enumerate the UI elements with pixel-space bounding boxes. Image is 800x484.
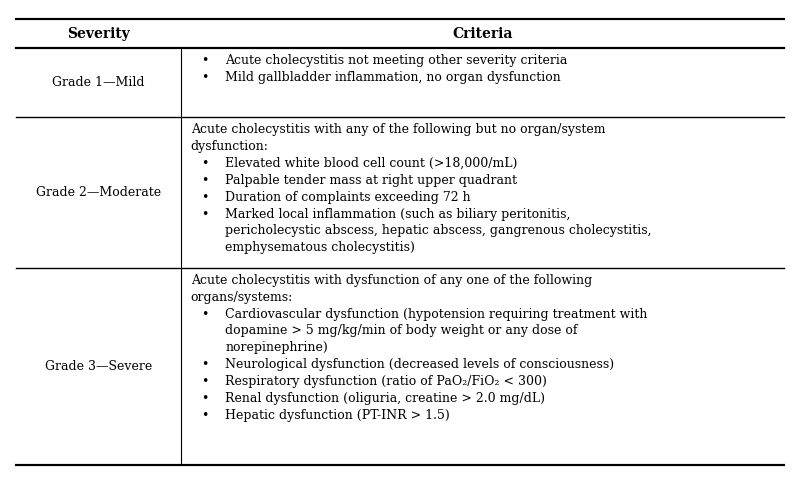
- Text: dopamine > 5 mg/kg/min of body weight or any dose of: dopamine > 5 mg/kg/min of body weight or…: [225, 324, 578, 337]
- Text: Acute cholecystitis not meeting other severity criteria: Acute cholecystitis not meeting other se…: [225, 54, 567, 67]
- Text: •: •: [201, 191, 209, 204]
- Text: Acute cholecystitis with any of the following but no organ/system: Acute cholecystitis with any of the foll…: [190, 123, 606, 136]
- Text: Respiratory dysfunction (ratio of PaO₂/FiO₂ < 300): Respiratory dysfunction (ratio of PaO₂/F…: [225, 375, 547, 388]
- Text: •: •: [201, 71, 209, 84]
- Text: Acute cholecystitis with dysfunction of any one of the following: Acute cholecystitis with dysfunction of …: [190, 274, 592, 287]
- Text: •: •: [201, 308, 209, 320]
- Text: •: •: [201, 409, 209, 422]
- Text: •: •: [201, 358, 209, 371]
- Text: emphysematous cholecystitis): emphysematous cholecystitis): [225, 242, 415, 255]
- Text: Neurological dysfunction (decreased levels of consciousness): Neurological dysfunction (decreased leve…: [225, 358, 614, 371]
- Text: Renal dysfunction (oliguria, creatine > 2.0 mg/dL): Renal dysfunction (oliguria, creatine > …: [225, 392, 545, 405]
- Text: Grade 2—Moderate: Grade 2—Moderate: [36, 186, 161, 199]
- Text: pericholecystic abscess, hepatic abscess, gangrenous cholecystitis,: pericholecystic abscess, hepatic abscess…: [225, 225, 652, 238]
- Text: •: •: [201, 375, 209, 388]
- Text: •: •: [201, 54, 209, 67]
- Text: Mild gallbladder inflammation, no organ dysfunction: Mild gallbladder inflammation, no organ …: [225, 71, 561, 84]
- Text: Duration of complaints exceeding 72 h: Duration of complaints exceeding 72 h: [225, 191, 470, 204]
- Text: •: •: [201, 174, 209, 187]
- Text: •: •: [201, 157, 209, 170]
- Text: Grade 1—Mild: Grade 1—Mild: [52, 76, 145, 90]
- Text: Severity: Severity: [67, 27, 130, 41]
- Text: Grade 3—Severe: Grade 3—Severe: [45, 360, 152, 373]
- Text: norepinephrine): norepinephrine): [225, 341, 328, 354]
- Text: Marked local inflammation (such as biliary peritonitis,: Marked local inflammation (such as bilia…: [225, 208, 570, 221]
- Text: •: •: [201, 392, 209, 405]
- Text: Palpable tender mass at right upper quadrant: Palpable tender mass at right upper quad…: [225, 174, 517, 187]
- Text: Cardiovascular dysfunction (hypotension requiring treatment with: Cardiovascular dysfunction (hypotension …: [225, 308, 647, 320]
- Text: Criteria: Criteria: [452, 27, 513, 41]
- Text: •: •: [201, 208, 209, 221]
- Text: Elevated white blood cell count (>18,000/mL): Elevated white blood cell count (>18,000…: [225, 157, 518, 170]
- Text: Hepatic dysfunction (PT-INR > 1.5): Hepatic dysfunction (PT-INR > 1.5): [225, 409, 450, 422]
- Text: dysfunction:: dysfunction:: [190, 140, 269, 153]
- Text: organs/systems:: organs/systems:: [190, 291, 293, 303]
